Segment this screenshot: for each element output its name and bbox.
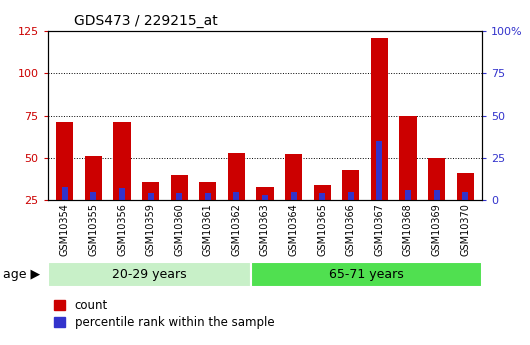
Bar	[119, 188, 125, 200]
Bar	[314, 185, 331, 200]
Bar	[56, 122, 74, 200]
Bar	[199, 181, 216, 200]
Bar	[262, 195, 268, 200]
Text: 20-29 years: 20-29 years	[112, 268, 187, 281]
Bar	[228, 153, 245, 200]
Text: GSM10364: GSM10364	[289, 203, 298, 256]
Bar	[113, 122, 130, 200]
Text: GSM10366: GSM10366	[346, 203, 356, 256]
Bar	[85, 156, 102, 200]
Bar	[434, 190, 439, 200]
Bar	[176, 193, 182, 200]
Text: GSM10355: GSM10355	[89, 203, 99, 256]
Bar	[142, 181, 159, 200]
Text: age ▶: age ▶	[3, 268, 40, 281]
Text: GSM10365: GSM10365	[317, 203, 327, 256]
Bar	[348, 192, 354, 200]
Bar	[405, 190, 411, 200]
Bar	[148, 193, 154, 200]
Bar	[400, 116, 417, 200]
Bar	[251, 262, 482, 287]
Text: GSM10362: GSM10362	[232, 203, 241, 256]
Text: GSM10370: GSM10370	[460, 203, 470, 256]
Bar	[233, 192, 240, 200]
Bar	[62, 187, 68, 200]
Text: GSM10356: GSM10356	[117, 203, 127, 256]
Text: GSM10369: GSM10369	[431, 203, 441, 256]
Bar	[257, 187, 273, 200]
Bar	[376, 141, 382, 200]
Legend: count, percentile rank within the sample: count, percentile rank within the sample	[54, 299, 275, 329]
Bar	[290, 192, 297, 200]
Bar	[342, 170, 359, 200]
Bar	[319, 193, 325, 200]
Bar	[285, 155, 302, 200]
Text: 65-71 years: 65-71 years	[329, 268, 404, 281]
Bar	[91, 192, 96, 200]
Text: GSM10368: GSM10368	[403, 203, 413, 256]
Bar	[205, 193, 211, 200]
Bar	[462, 192, 468, 200]
Text: GSM10361: GSM10361	[203, 203, 213, 256]
Bar	[456, 173, 474, 200]
Bar	[171, 175, 188, 200]
Text: GSM10360: GSM10360	[174, 203, 184, 256]
Bar	[428, 158, 445, 200]
Text: GSM10359: GSM10359	[146, 203, 156, 256]
Text: GSM10354: GSM10354	[60, 203, 70, 256]
Text: GSM10367: GSM10367	[374, 203, 384, 256]
Text: GSM10363: GSM10363	[260, 203, 270, 256]
Bar	[371, 38, 388, 200]
Bar	[48, 262, 251, 287]
Text: GDS473 / 229215_at: GDS473 / 229215_at	[74, 13, 218, 28]
